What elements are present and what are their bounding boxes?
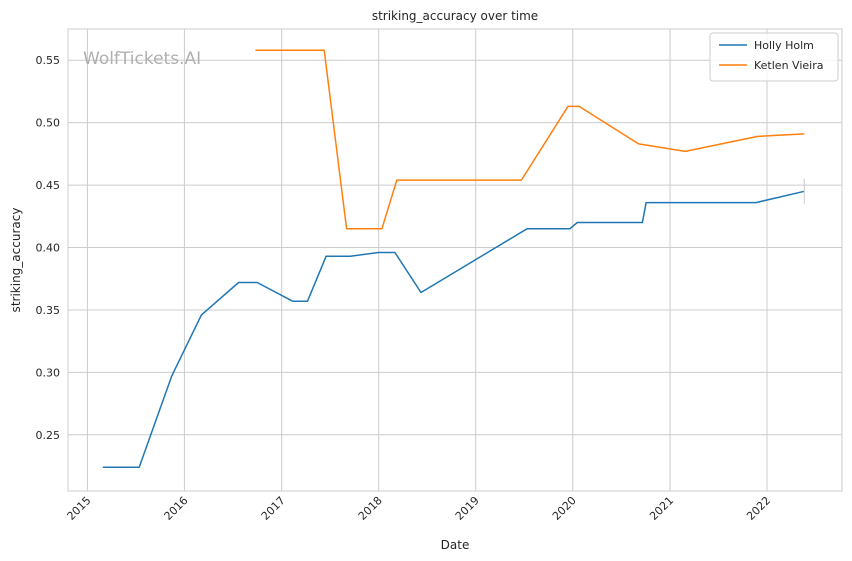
x-tick-label: 2020 bbox=[550, 494, 579, 523]
x-tick-label: 2021 bbox=[647, 494, 676, 523]
watermark: WolfTickets.AI bbox=[83, 49, 201, 69]
x-tick-labels: 2015 2016 2017 2018 2019 2020 2021 2022 bbox=[65, 494, 774, 523]
series-line-ketlen-vieira bbox=[255, 49, 805, 230]
x-tick-label: 2018 bbox=[356, 494, 385, 523]
y-tick-label: 0.55 bbox=[36, 54, 61, 67]
y-axis-label: striking_accuracy bbox=[9, 208, 23, 313]
x-tick-label: 2022 bbox=[744, 494, 773, 523]
legend-label-holly-holm: Holly Holm bbox=[754, 39, 814, 52]
x-tick-label: 2019 bbox=[453, 494, 482, 523]
legend-label-ketlen-vieira: Ketlen Vieira bbox=[754, 59, 823, 72]
y-tick-labels: 0.25 0.30 0.35 0.40 0.45 0.50 0.55 bbox=[36, 54, 61, 442]
x-tick-label: 2017 bbox=[259, 494, 288, 523]
grid-layer bbox=[68, 29, 842, 491]
y-tick-label: 0.40 bbox=[36, 242, 61, 255]
legend: Holly Holm Ketlen Vieira bbox=[709, 32, 839, 82]
y-tick-label: 0.45 bbox=[36, 179, 61, 192]
y-tick-label: 0.25 bbox=[36, 429, 61, 442]
lines-layer bbox=[102, 49, 805, 469]
y-tick-label: 0.35 bbox=[36, 304, 61, 317]
y-tick-label: 0.30 bbox=[36, 366, 61, 379]
x-tick-label: 2016 bbox=[162, 494, 191, 523]
plot-frame bbox=[67, 28, 843, 492]
chart-title: striking_accuracy over time bbox=[372, 9, 538, 23]
x-axis-label: Date bbox=[441, 538, 470, 552]
x-tick-label: 2015 bbox=[65, 494, 94, 523]
series-line-holly-holm bbox=[102, 190, 805, 469]
y-tick-label: 0.50 bbox=[36, 117, 61, 130]
